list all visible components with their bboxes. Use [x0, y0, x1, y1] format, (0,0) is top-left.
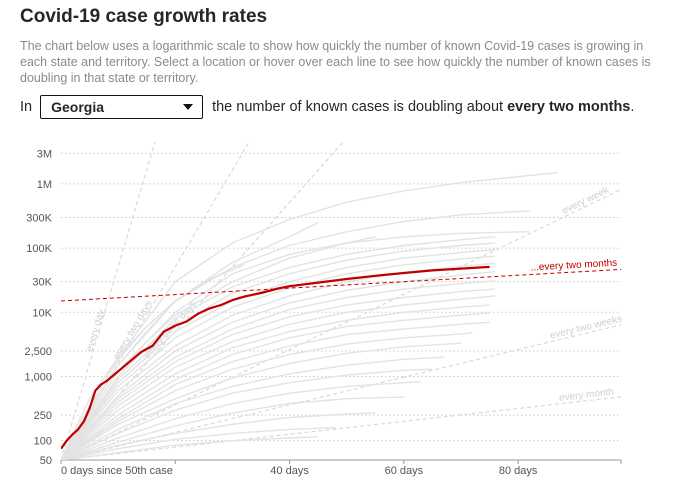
x-tick-label: 40 days — [270, 465, 309, 477]
background-state-line[interactable] — [61, 436, 319, 460]
background-state-line[interactable] — [61, 321, 490, 460]
background-state-line[interactable] — [61, 426, 336, 460]
reference-line — [61, 396, 621, 460]
summary-sentence: In Georgia the number of known cases is … — [20, 94, 634, 120]
reference-line-label: every two weeks — [549, 314, 623, 342]
chevron-down-icon — [183, 104, 194, 110]
x-tick-label: 60 days — [385, 465, 424, 477]
y-tick-label: 250 — [34, 410, 52, 422]
background-state-line[interactable] — [61, 396, 404, 460]
chart-title: Covid-19 case growth rates — [20, 6, 268, 27]
y-tick-label: 300K — [26, 212, 52, 224]
background-state-line[interactable] — [61, 295, 496, 460]
background-state-line[interactable] — [61, 255, 496, 460]
y-tick-label: 1,000 — [24, 371, 52, 383]
y-tick-label: 10K — [32, 307, 52, 319]
background-state-line[interactable] — [61, 221, 319, 460]
sentence-prefix: In — [20, 99, 33, 115]
x-tick-label: 0 days since 50th case — [61, 465, 173, 477]
reference-line — [61, 142, 250, 460]
sentence-suffix: . — [630, 99, 635, 115]
reference-line-label: every day — [84, 308, 107, 353]
background-state-line[interactable] — [61, 332, 473, 460]
y-tick-label: 2,500 — [24, 346, 52, 358]
reference-line — [61, 188, 621, 460]
highlighted-state-line[interactable] — [61, 265, 490, 450]
background-state-line[interactable] — [61, 262, 496, 460]
location-select-value: Georgia — [51, 99, 104, 115]
y-tick-label: 100K — [26, 243, 52, 255]
background-state-line[interactable] — [61, 280, 496, 460]
background-state-line[interactable] — [61, 236, 496, 460]
background-state-line[interactable] — [61, 412, 376, 460]
background-state-line[interactable] — [61, 342, 462, 460]
background-state-line[interactable] — [61, 381, 422, 460]
y-tick-label: 50 — [40, 455, 52, 467]
x-tick-label: 80 days — [499, 465, 538, 477]
reference-line-label: every week — [560, 184, 611, 216]
location-select[interactable]: Georgia — [40, 95, 204, 119]
background-state-line[interactable] — [61, 270, 496, 460]
background-state-line[interactable] — [61, 171, 559, 460]
background-state-line[interactable] — [61, 242, 496, 460]
background-state-line[interactable] — [61, 236, 376, 460]
chart-description: The chart below uses a logarithmic scale… — [20, 39, 651, 85]
background-state-line[interactable] — [61, 368, 433, 460]
y-tick-label: 100 — [34, 436, 52, 448]
y-tick-label: 3M — [37, 148, 52, 160]
background-state-line[interactable] — [61, 356, 444, 460]
y-tick-label: 1M — [37, 179, 52, 191]
background-state-line[interactable] — [61, 304, 490, 460]
doubling-rate: every two months — [507, 99, 631, 115]
selected-rate-line — [60, 268, 622, 302]
sentence-middle: the number of known cases is doubling ab… — [212, 99, 504, 115]
reference-line — [61, 324, 621, 460]
background-state-line[interactable] — [61, 288, 496, 460]
reference-line — [61, 142, 156, 460]
selected-rate-label: ...every two months — [530, 258, 617, 274]
background-state-line[interactable] — [61, 248, 496, 461]
y-tick-label: 30K — [32, 277, 52, 289]
background-state-line[interactable] — [61, 312, 490, 460]
